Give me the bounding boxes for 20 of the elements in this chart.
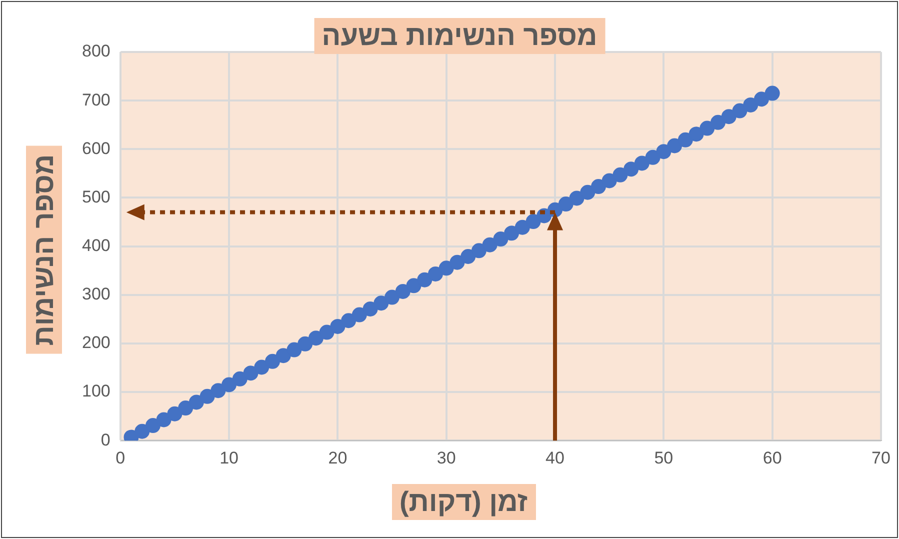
x-tick-label: 30 <box>436 448 456 468</box>
x-axis-title: זמן (דקות) <box>391 484 536 520</box>
y-tick-label: 100 <box>82 382 110 401</box>
y-axis-title: מספר הנשימות <box>26 146 62 354</box>
x-tick-label: 60 <box>762 448 782 468</box>
x-tick-label: 70 <box>872 448 890 468</box>
x-tick-label: 10 <box>220 448 238 468</box>
x-tick-label: 20 <box>328 448 348 468</box>
y-tick-label: 500 <box>82 187 110 206</box>
y-tick-label: 200 <box>82 333 110 352</box>
y-tick-label: 300 <box>82 284 110 304</box>
chart-title: מספר הנשימות בשעה <box>314 18 606 54</box>
x-tick-label: 40 <box>546 448 564 468</box>
y-tick-label: 800 <box>82 42 110 61</box>
y-tick-label: 400 <box>82 236 110 255</box>
x-tick-label: 50 <box>654 448 674 468</box>
y-tick-label: 700 <box>82 90 110 110</box>
x-tick-label: 0 <box>116 448 126 468</box>
y-tick-label: 600 <box>82 138 110 158</box>
y-tick-label: 0 <box>100 430 110 450</box>
